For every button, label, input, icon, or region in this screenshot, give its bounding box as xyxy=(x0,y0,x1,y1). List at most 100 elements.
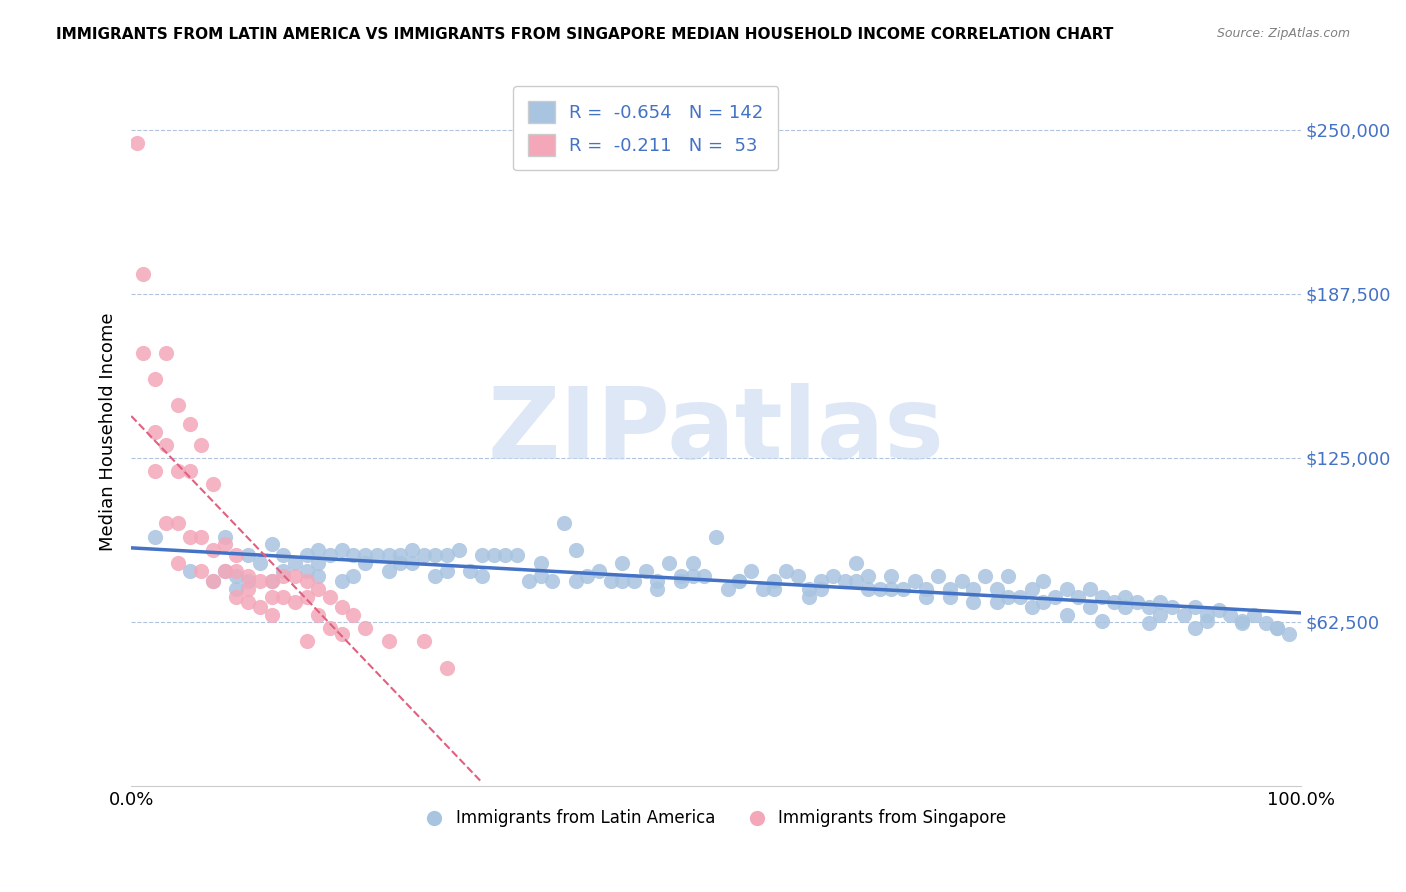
Point xyxy=(915,590,938,604)
Point xyxy=(319,590,342,604)
Point xyxy=(214,564,236,578)
Point xyxy=(249,574,271,589)
Point xyxy=(1243,608,1265,623)
Point xyxy=(564,574,586,589)
Point xyxy=(950,574,973,589)
Point xyxy=(704,530,727,544)
Point xyxy=(342,548,364,562)
Point xyxy=(1265,621,1288,635)
Point xyxy=(155,346,177,360)
Point xyxy=(1149,595,1171,609)
Point xyxy=(330,542,353,557)
Y-axis label: Median Household Income: Median Household Income xyxy=(100,312,117,551)
Point xyxy=(728,574,751,589)
Point xyxy=(436,661,458,675)
Point xyxy=(997,569,1019,583)
Point xyxy=(939,590,962,604)
Point xyxy=(225,548,247,562)
Point xyxy=(354,556,377,570)
Point xyxy=(330,574,353,589)
Point xyxy=(319,621,342,635)
Point xyxy=(167,556,190,570)
Point xyxy=(354,621,377,635)
Point xyxy=(845,574,868,589)
Point xyxy=(1056,582,1078,596)
Point xyxy=(693,569,716,583)
Point xyxy=(763,582,786,596)
Point xyxy=(436,564,458,578)
Point xyxy=(260,574,283,589)
Point xyxy=(1032,595,1054,609)
Point xyxy=(202,477,225,491)
Point xyxy=(214,564,236,578)
Point xyxy=(238,595,260,609)
Point xyxy=(307,556,329,570)
Point xyxy=(307,569,329,583)
Point xyxy=(377,564,399,578)
Point xyxy=(1219,608,1241,623)
Point xyxy=(1091,590,1114,604)
Point xyxy=(529,556,551,570)
Point xyxy=(986,595,1008,609)
Point xyxy=(799,590,821,604)
Point xyxy=(284,556,307,570)
Point xyxy=(997,590,1019,604)
Point xyxy=(271,548,294,562)
Point xyxy=(295,574,318,589)
Point xyxy=(295,564,318,578)
Point xyxy=(436,548,458,562)
Point xyxy=(225,582,247,596)
Point xyxy=(143,372,166,386)
Point xyxy=(307,542,329,557)
Point xyxy=(717,582,740,596)
Point xyxy=(564,542,586,557)
Point xyxy=(623,574,645,589)
Point xyxy=(799,582,821,596)
Point xyxy=(553,516,575,531)
Point xyxy=(1254,616,1277,631)
Point xyxy=(307,608,329,623)
Point xyxy=(939,582,962,596)
Point xyxy=(1043,590,1066,604)
Point xyxy=(260,608,283,623)
Point xyxy=(612,574,634,589)
Point xyxy=(1056,608,1078,623)
Point xyxy=(1173,608,1195,623)
Point xyxy=(927,569,949,583)
Point xyxy=(1102,595,1125,609)
Point xyxy=(238,548,260,562)
Point xyxy=(412,548,434,562)
Point xyxy=(506,548,529,562)
Point xyxy=(225,564,247,578)
Point xyxy=(1230,616,1253,631)
Point xyxy=(143,425,166,439)
Point xyxy=(425,569,447,583)
Point xyxy=(740,564,762,578)
Point xyxy=(647,582,669,596)
Point xyxy=(366,548,388,562)
Point xyxy=(1265,621,1288,635)
Point xyxy=(155,438,177,452)
Point xyxy=(127,136,149,150)
Point xyxy=(179,464,201,478)
Point xyxy=(529,569,551,583)
Point xyxy=(249,556,271,570)
Point xyxy=(1137,616,1160,631)
Point xyxy=(728,574,751,589)
Point xyxy=(1230,614,1253,628)
Point xyxy=(401,542,423,557)
Point xyxy=(260,590,283,604)
Point xyxy=(880,569,903,583)
Point xyxy=(1032,574,1054,589)
Point xyxy=(763,574,786,589)
Point xyxy=(1161,600,1184,615)
Point xyxy=(389,548,412,562)
Point xyxy=(225,569,247,583)
Point xyxy=(225,590,247,604)
Point xyxy=(647,574,669,589)
Point xyxy=(682,569,704,583)
Point xyxy=(471,548,494,562)
Point xyxy=(295,590,318,604)
Point xyxy=(202,574,225,589)
Point xyxy=(260,574,283,589)
